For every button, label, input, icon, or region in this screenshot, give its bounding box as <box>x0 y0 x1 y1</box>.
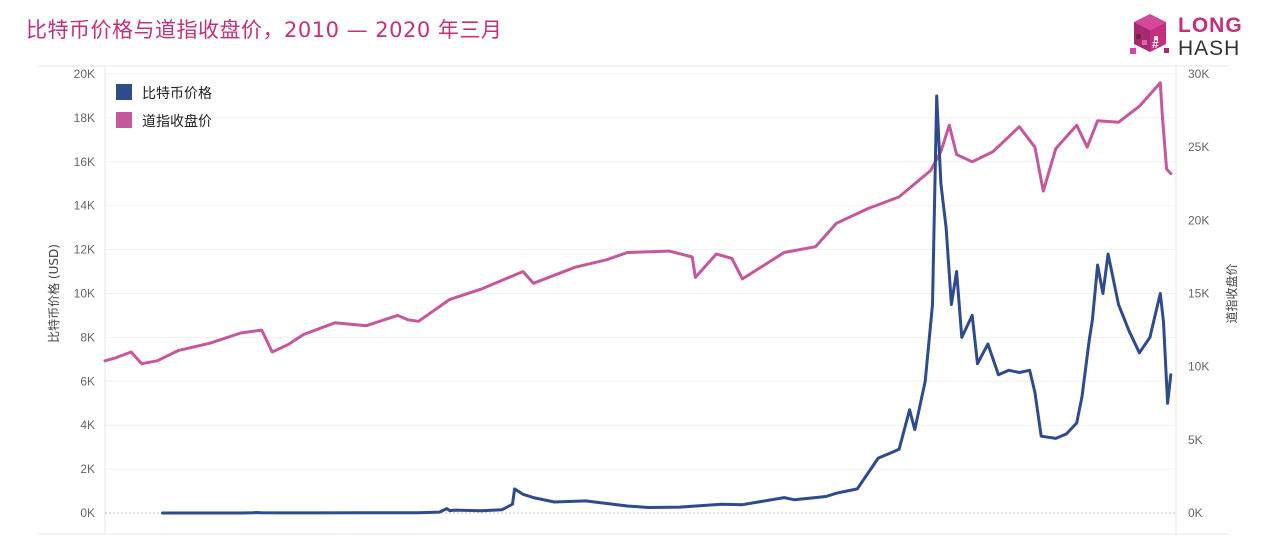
bitcoin-price-line <box>161 94 1173 515</box>
legend-swatch <box>116 84 132 100</box>
left-axis-title: 比特币价格 (USD) <box>46 244 61 343</box>
longhash-logo[interactable]: # LONG HASH <box>1128 12 1258 64</box>
cube-logo-icon: # <box>1130 14 1169 54</box>
right-tick-label: 20K <box>1188 213 1209 227</box>
left-tick-label: 18K <box>74 111 95 125</box>
legend-label: 比特币价格 <box>142 86 212 102</box>
svg-text:#: # <box>1152 37 1159 51</box>
left-tick-label: 10K <box>74 287 95 301</box>
left-tick-label: 20K <box>74 67 95 81</box>
left-tick-label: 2K <box>80 462 95 476</box>
logo-text-long: LONG <box>1178 14 1243 37</box>
left-tick-label: 0K <box>80 506 95 520</box>
right-tick-label: 25K <box>1188 140 1209 154</box>
right-tick-label: 30K <box>1188 67 1209 81</box>
left-tick-label: 12K <box>74 243 95 257</box>
legend-label: 道指收盘价 <box>142 113 212 130</box>
left-tick-label: 4K <box>80 418 95 432</box>
grid-lines <box>38 65 1230 535</box>
left-tick-label: 14K <box>74 199 95 213</box>
series-group <box>103 81 1173 515</box>
right-tick-label: 15K <box>1188 287 1209 301</box>
left-tick-label: 16K <box>74 155 95 169</box>
right-tick-label: 0K <box>1188 506 1203 520</box>
right-tick-label: 5K <box>1188 433 1203 447</box>
dow-close-line <box>103 81 1173 366</box>
axes: 0K 2K 4K 6K 8K 10K 12K 14K 16K 18K 20K 0K 5K 10K 15K 20… <box>46 67 1239 520</box>
chart-title: 比特币价格与道指收盘价，2010 — 2020 年三月 <box>26 18 503 42</box>
left-tick-label: 8K <box>80 330 95 344</box>
right-tick-label: 10K <box>1188 360 1209 374</box>
right-axis-title: 道指收盘价 <box>1224 263 1239 323</box>
legend-swatch <box>116 112 132 128</box>
left-tick-label: 6K <box>80 374 95 388</box>
logo-text-hash: HASH <box>1178 37 1241 60</box>
